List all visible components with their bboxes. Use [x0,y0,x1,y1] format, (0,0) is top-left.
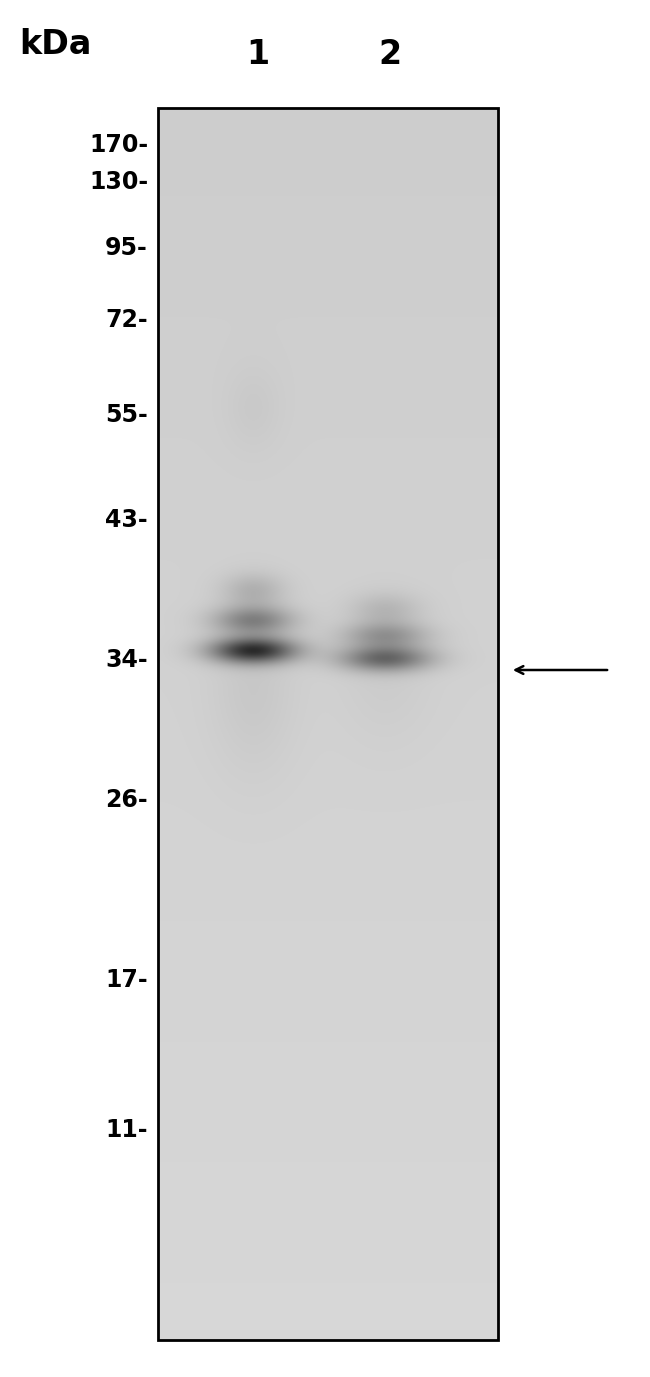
Text: 95-: 95- [105,235,148,260]
Text: 130-: 130- [89,169,148,194]
Text: 43-: 43- [105,508,148,532]
Text: 170-: 170- [89,134,148,157]
Bar [158,107,498,1340]
Text: 2: 2 [378,39,402,72]
Text: 72-: 72- [105,308,148,332]
Text: kDa: kDa [19,29,91,62]
Text: 34-: 34- [105,649,148,672]
Text: 1: 1 [246,39,270,72]
Text: 55-: 55- [105,403,148,427]
Text: 17-: 17- [105,968,148,991]
Text: 11-: 11- [105,1118,148,1142]
Text: 26-: 26- [105,788,148,812]
